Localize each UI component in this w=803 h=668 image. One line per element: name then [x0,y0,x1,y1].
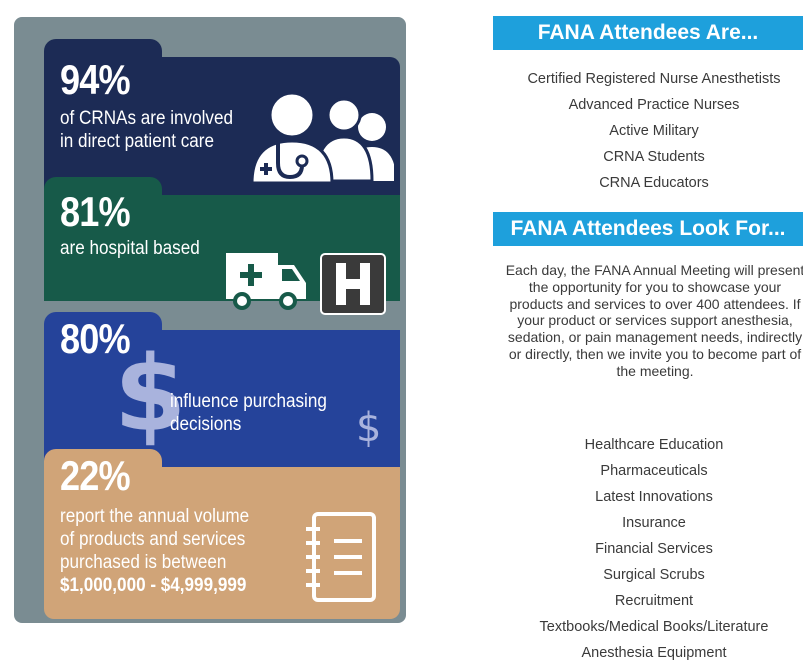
list-item: CRNA Educators [599,175,709,191]
stat-description-line: in direct patient care [60,131,214,152]
stat-description: influence purchasing decisions [170,390,327,436]
list-item: Certified Registered Nurse Anesthetists [527,71,781,87]
stat-description-line: $1,000,000 - $4,999,999 [60,575,247,596]
look-for-description: Each day, the FANA Annual Meeting will p… [505,262,803,379]
stat-description-line: report the annual volume [60,506,250,527]
panel-tab [44,39,162,67]
attendees-are-heading: FANA Attendees Are... [493,16,803,50]
stat-panel-annual-volume: 22% report the annual volume of products… [44,449,400,619]
look-for-list: Healthcare Education Pharmaceuticals Lat… [493,432,803,666]
list-item: Financial Services [595,541,713,557]
stat-percent: 94% [60,56,131,103]
list-item: Insurance [622,515,686,531]
stat-description-line: of products and services [60,529,246,550]
list-item: CRNA Students [603,149,705,165]
stat-percent: 22% [60,452,131,499]
list-item: Active Military [609,123,699,139]
stat-panel-patient-care: 94% of CRNAs are involved in direct pati… [44,39,400,195]
hospital-sign-icon [320,253,386,315]
stat-percent: 81% [60,188,131,235]
list-item: Advanced Practice Nurses [568,97,740,113]
stat-description: of CRNAs are involved in direct patient … [60,107,233,153]
list-item: Latest Innovations [595,489,713,505]
panel-tab [44,312,162,340]
stat-description-line: purchased is between [60,552,227,573]
small-dollar-icon: $ [356,405,382,451]
list-item: Healthcare Education [584,437,724,453]
list-item: Textbooks/Medical Books/Literature [539,619,769,635]
stat-panel-hospital-based: 81% are hospital based [44,177,400,315]
notebook-icon [306,512,376,602]
large-dollar-icon: $ [114,333,187,455]
stat-description: are hospital based [60,237,200,260]
list-item: Recruitment [614,593,694,609]
stat-description-line: influence purchasing [170,391,327,412]
stat-description-line: decisions [170,414,242,435]
list-item: Anesthesia Equipment [581,645,727,661]
panel-tab [44,177,162,205]
ambulance-icon [226,253,306,310]
stat-percent: 80% [60,315,131,362]
attendees-are-list: Certified Registered Nurse Anesthetists … [493,66,803,196]
stats-infographic: 94% of CRNAs are involved in direct pati… [14,17,406,623]
attendees-look-for-heading: FANA Attendees Look For... [493,212,803,246]
list-item: Surgical Scrubs [603,567,705,583]
medical-staff-icon [250,91,394,185]
stat-description-line: are hospital based [60,238,200,259]
stat-description-line: of CRNAs are involved [60,108,233,129]
list-item: Pharmaceuticals [600,463,708,479]
panel-tab [44,449,162,477]
stat-panel-purchasing: 80% $ influence purchasing decisions $ [44,312,400,468]
stat-description: report the annual volume of products and… [60,505,249,597]
